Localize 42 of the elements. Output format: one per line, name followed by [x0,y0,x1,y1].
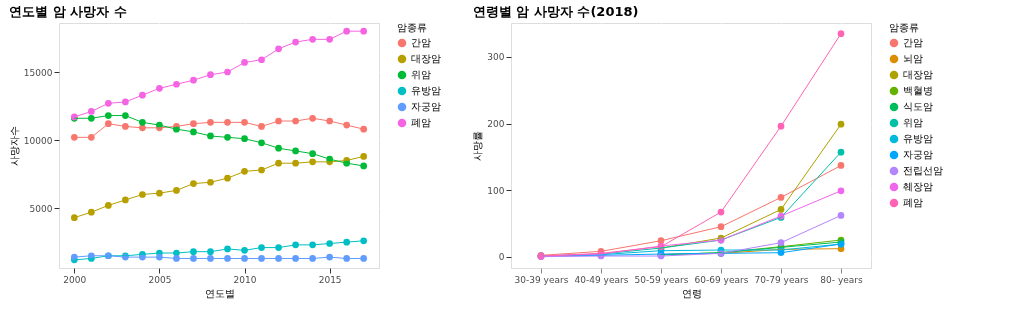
legend-label: 뇌암 [903,53,923,64]
legend-label: 췌장암 [903,181,933,192]
legend-label: 백혈병 [903,85,933,96]
x-tick-label: 40-49 years [574,274,629,285]
y-tick-label: 200 [487,119,505,130]
legend-title: 암종류 [889,22,919,33]
x-axis-title: 연령 [681,287,702,299]
y-tick-label: 300 [487,52,505,63]
legend-title: 암종류 [397,22,427,33]
chart-title: 연도별 암 사망자 수 [9,4,127,19]
legend-label: 식도암 [903,101,933,112]
legend-label: 자궁암 [411,101,441,112]
x-tick-label: 2010 [233,274,257,285]
legend-label: 위암 [411,69,431,80]
y-axis-title: 사망자수 [8,126,20,166]
legend-label: 유방암 [411,85,441,96]
x-tick-label: 2005 [148,274,172,285]
y-tick-label: 10000 [23,135,53,146]
x-axis-title: 연도별 [204,287,235,299]
y-tick-label: 100 [487,185,505,196]
legend-label: 위암 [903,117,923,128]
x-tick-label: 70-79 years [754,274,809,285]
x-tick-label: 2015 [318,274,342,285]
y-axis-title: 사망률 [472,131,484,161]
legend-label: 대장암 [411,53,441,64]
y-tick-label: 15000 [23,67,53,78]
legend-label: 유방암 [903,133,933,144]
legend-label: 자궁암 [903,149,933,160]
legend-label: 폐암 [411,117,431,128]
chart-title: 연령별 암 사망자 수(2018) [472,4,639,19]
legend-label: 대장암 [903,69,933,80]
x-tick-label: 50-59 years [634,274,689,285]
x-tick-label: 30-39 years [514,274,569,285]
x-tick-label: 60-69 years [694,274,749,285]
y-tick-label: 0 [498,252,505,263]
legend-label: 간암 [411,37,431,48]
y-tick-label: 5000 [29,203,53,214]
x-tick-label: 2000 [63,274,87,285]
legend-label: 간암 [903,37,923,48]
x-tick-label: 80- years [820,274,863,285]
legend-label: 폐암 [903,197,923,208]
legend-label: 전립선암 [903,165,943,176]
